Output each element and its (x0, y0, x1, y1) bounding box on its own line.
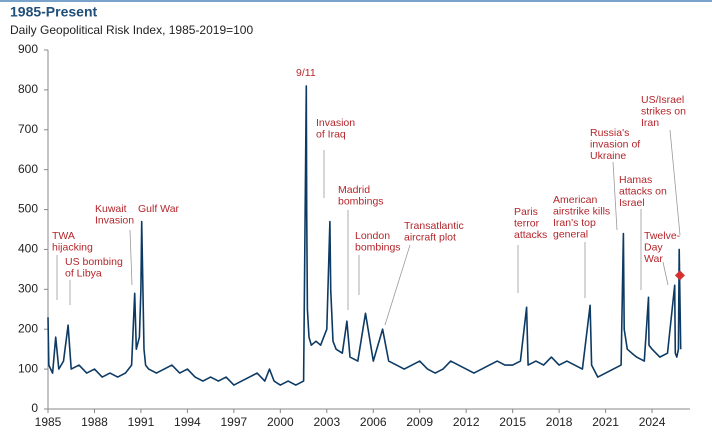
annotation: general (553, 228, 588, 240)
annotation: Madrid (338, 184, 370, 196)
annotation: US bombing (65, 256, 123, 268)
annotation: Invasion (95, 214, 134, 226)
annotation: London (355, 230, 390, 242)
y-tick-label: 600 (18, 162, 38, 176)
annotation: Transatlantic (404, 220, 464, 232)
y-tick-label: 200 (18, 321, 38, 335)
x-tick-label: 2012 (453, 415, 480, 429)
annotation: attacks (514, 229, 547, 241)
x-tick-label: 2021 (592, 415, 619, 429)
annotation: airstrike kills (553, 205, 610, 217)
annotation: Hamas (619, 174, 652, 186)
y-tick-label: 700 (18, 122, 38, 136)
annotation: of Libya (65, 267, 102, 279)
annotation: Russia's (590, 127, 629, 139)
x-tick-label: 1988 (81, 415, 108, 429)
annotation-pointer (129, 229, 133, 286)
x-tick-label: 2006 (360, 415, 387, 429)
chart-title: 1985-Present (10, 4, 98, 20)
annotation-pointer (384, 244, 411, 326)
annotation: hijacking (52, 241, 93, 253)
x-tick-label: 1985 (35, 415, 62, 429)
y-tick-label: 900 (18, 42, 38, 56)
x-tick-label: 2000 (267, 415, 294, 429)
annotation: Iran (641, 117, 659, 129)
y-tick-label: 400 (18, 242, 38, 256)
y-tick-label: 800 (18, 82, 38, 96)
annotation: TWA (52, 230, 75, 242)
annotation: Gulf War (138, 203, 180, 215)
x-tick-label: 1994 (174, 415, 201, 429)
annotation: Kuwait (95, 203, 127, 215)
annotation-pointer (669, 129, 681, 236)
annotation: bombings (355, 241, 401, 253)
annotation: 9/11 (296, 67, 316, 79)
annotation: Israel (619, 197, 645, 209)
x-tick-label: 2015 (499, 415, 526, 429)
annotation: US/Israel (641, 94, 684, 106)
x-tick-label: 2003 (313, 415, 340, 429)
annotation: Twelve- (644, 230, 681, 242)
annotation: of Iraq (316, 128, 346, 140)
annotation: American (553, 194, 598, 206)
y-tick-label: 500 (18, 202, 38, 216)
x-tick-label: 1997 (221, 415, 248, 429)
annotation: Invasion (316, 117, 355, 129)
annotation: terror (514, 217, 540, 229)
series-line (47, 85, 682, 386)
annotation: Paris (514, 206, 538, 218)
annotation: Iran's top (553, 217, 596, 229)
annotation: invasion of (590, 138, 640, 150)
annotation: attacks on (619, 185, 667, 197)
annotation: Ukraine (590, 150, 626, 162)
x-tick-label: 2018 (546, 415, 573, 429)
annotation-pointer (662, 261, 669, 286)
x-tick-label: 2009 (406, 415, 433, 429)
highlight-marker (674, 270, 685, 281)
annotation: Day (644, 241, 663, 253)
annotation: strikes on (641, 105, 686, 117)
annotation: bombings (338, 195, 384, 207)
chart-subtitle: Daily Geopolitical Risk Index, 1985-2019… (10, 23, 253, 37)
annotation-pointer (612, 161, 618, 231)
annotation: aircraft plot (404, 231, 456, 243)
y-tick-label: 100 (18, 361, 38, 375)
annotation: War (644, 253, 663, 265)
y-tick-label: 300 (18, 282, 38, 296)
x-tick-label: 1991 (128, 415, 155, 429)
x-tick-label: 2024 (639, 415, 666, 429)
y-tick-label: 0 (31, 401, 38, 415)
